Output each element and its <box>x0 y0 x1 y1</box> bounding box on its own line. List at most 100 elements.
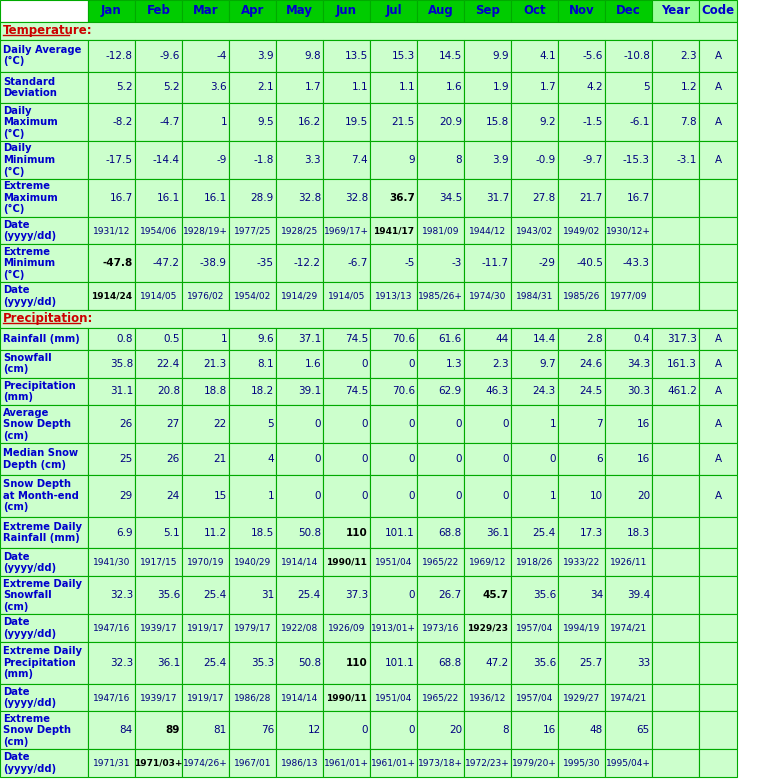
Text: 0: 0 <box>314 491 321 501</box>
Text: 1928/19+: 1928/19+ <box>183 226 228 235</box>
Text: -1.5: -1.5 <box>583 117 603 127</box>
Text: 161.3: 161.3 <box>667 358 697 368</box>
Text: 11.2: 11.2 <box>204 527 227 538</box>
Text: 1918/26: 1918/26 <box>516 558 554 567</box>
Bar <box>135 217 182 245</box>
Text: 37.3: 37.3 <box>345 590 368 600</box>
Text: 20.8: 20.8 <box>157 386 180 397</box>
Bar <box>135 141 182 179</box>
Bar <box>229 40 276 72</box>
Bar <box>229 684 276 711</box>
Text: -6.7: -6.7 <box>347 259 368 268</box>
Text: 3.9: 3.9 <box>257 51 274 61</box>
Text: 1928/25: 1928/25 <box>281 226 318 235</box>
Bar <box>652 350 699 378</box>
Text: 1914/14: 1914/14 <box>281 558 318 567</box>
Text: Dec: Dec <box>616 5 641 17</box>
Text: 1969/12: 1969/12 <box>469 558 506 567</box>
Bar <box>88 378 135 405</box>
Text: 46.3: 46.3 <box>486 386 509 397</box>
Bar <box>323 516 370 548</box>
Bar <box>323 684 370 711</box>
Bar <box>229 378 276 405</box>
Bar <box>182 350 229 378</box>
Text: A: A <box>714 51 721 61</box>
Text: Apr: Apr <box>241 5 264 17</box>
Text: 0: 0 <box>361 419 368 429</box>
Bar <box>276 576 323 614</box>
Text: Temperature:: Temperature: <box>3 24 93 37</box>
Text: 24.3: 24.3 <box>533 386 556 397</box>
Bar <box>652 282 699 310</box>
Text: 32.8: 32.8 <box>298 192 321 203</box>
Bar <box>699 328 737 350</box>
Text: 1926/11: 1926/11 <box>610 558 647 567</box>
Text: 74.5: 74.5 <box>345 334 368 344</box>
Bar <box>464 548 511 576</box>
Bar <box>652 245 699 282</box>
Text: 36.1: 36.1 <box>157 657 180 668</box>
Text: 45.7: 45.7 <box>483 590 509 600</box>
Text: 5.2: 5.2 <box>116 83 133 93</box>
Bar <box>605 141 652 179</box>
Bar <box>182 217 229 245</box>
Text: Date
(yyyy/dd): Date (yyyy/dd) <box>3 552 56 573</box>
Bar <box>182 40 229 72</box>
Text: 25.4: 25.4 <box>533 527 556 538</box>
Text: 1922/08: 1922/08 <box>281 623 318 633</box>
Text: 0: 0 <box>408 358 415 368</box>
Bar <box>652 141 699 179</box>
Bar <box>464 516 511 548</box>
Text: -5.6: -5.6 <box>583 51 603 61</box>
Text: 6.9: 6.9 <box>116 527 133 538</box>
Text: -4.7: -4.7 <box>160 117 180 127</box>
Bar <box>370 711 417 749</box>
Bar <box>182 684 229 711</box>
Bar <box>182 104 229 141</box>
Text: 26.7: 26.7 <box>439 590 462 600</box>
Text: 1990/11: 1990/11 <box>326 558 367 567</box>
Bar <box>464 684 511 711</box>
Text: -9.6: -9.6 <box>160 51 180 61</box>
Bar <box>699 40 737 72</box>
Text: 1919/17: 1919/17 <box>187 693 224 702</box>
Text: Average
Snow Depth
(cm): Average Snow Depth (cm) <box>3 407 71 441</box>
Bar <box>699 749 737 777</box>
Bar <box>511 614 558 642</box>
Text: Median Snow
Depth (cm): Median Snow Depth (cm) <box>3 448 78 470</box>
Text: 14.4: 14.4 <box>533 334 556 344</box>
Bar <box>135 72 182 104</box>
Bar <box>417 642 464 684</box>
Text: 35.6: 35.6 <box>533 657 556 668</box>
Bar <box>276 328 323 350</box>
Bar <box>135 548 182 576</box>
Bar <box>652 548 699 576</box>
Bar <box>88 475 135 516</box>
Bar <box>417 104 464 141</box>
Text: Date
(yyyy/dd): Date (yyyy/dd) <box>3 687 56 708</box>
Bar <box>417 614 464 642</box>
Text: 1961/01+: 1961/01+ <box>371 759 416 767</box>
Text: -5: -5 <box>405 259 415 268</box>
Text: 50.8: 50.8 <box>298 527 321 538</box>
Text: 5: 5 <box>267 419 274 429</box>
Bar <box>558 405 605 443</box>
Bar <box>0 405 88 443</box>
Bar <box>0 516 88 548</box>
Text: -1.8: -1.8 <box>254 155 274 165</box>
Text: 1984/31: 1984/31 <box>516 291 554 301</box>
Text: Snowfall
(cm): Snowfall (cm) <box>3 353 52 375</box>
Bar <box>182 328 229 350</box>
Bar <box>88 350 135 378</box>
Bar <box>88 516 135 548</box>
Bar <box>511 350 558 378</box>
Bar <box>699 282 737 310</box>
Bar <box>276 104 323 141</box>
Text: 1.7: 1.7 <box>304 83 321 93</box>
Text: 74.5: 74.5 <box>345 386 368 397</box>
Text: Code: Code <box>702 5 735 17</box>
Text: 9.9: 9.9 <box>492 51 509 61</box>
Text: -6.1: -6.1 <box>630 117 650 127</box>
Bar <box>276 179 323 217</box>
Text: 20: 20 <box>449 725 462 735</box>
